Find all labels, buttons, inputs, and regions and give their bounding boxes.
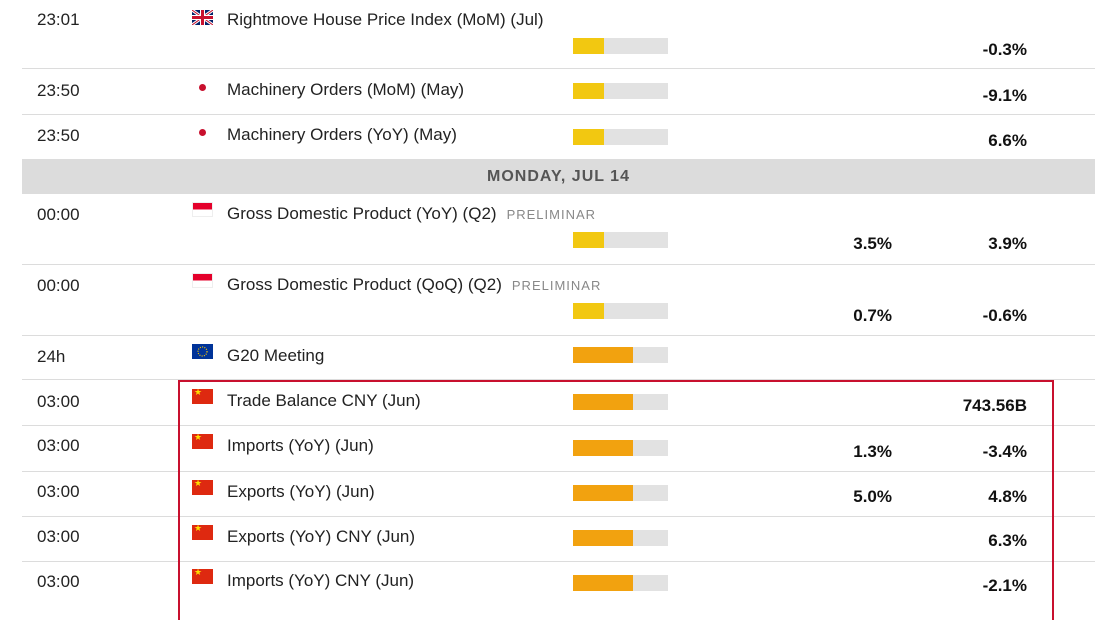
- impact-bar: [573, 232, 668, 248]
- event-row[interactable]: 23:50 Machinery Orders (YoY) (May) 6.6%: [22, 115, 1095, 160]
- date-section-header: MONDAY, JUL 14: [22, 160, 1095, 194]
- preliminary-tag: PRELIMINAR: [506, 207, 597, 222]
- event-row[interactable]: 00:00 Gross Domestic Product (YoY) (Q2) P…: [22, 194, 1095, 265]
- event-name[interactable]: Exports (YoY) CNY (Jun): [227, 527, 416, 546]
- event-time: 00:00: [37, 276, 80, 295]
- impact-bar: [573, 38, 668, 54]
- event-name[interactable]: Gross Domestic Product (QoQ) (Q2) PRELIMI…: [227, 275, 601, 295]
- event-time: 03:00: [37, 527, 80, 546]
- event-time: 03:00: [37, 392, 80, 411]
- impact-bar: [573, 303, 668, 319]
- event-time: 03:00: [37, 436, 80, 455]
- event-row[interactable]: 03:00 Exports (YoY) (Jun) 5.0% 4.8%: [22, 472, 1095, 517]
- event-time: 23:50: [37, 81, 80, 100]
- impact-bar: [573, 394, 668, 410]
- preliminary-tag: PRELIMINAR: [511, 278, 602, 293]
- previous-value: -0.6%: [982, 306, 1027, 325]
- impact-fill: [573, 530, 633, 546]
- impact-fill: [573, 575, 633, 591]
- event-name-text: Gross Domestic Product (YoY) (Q2): [227, 204, 497, 223]
- impact-fill: [573, 394, 633, 410]
- event-name[interactable]: Gross Domestic Product (YoY) (Q2) PRELIMI…: [227, 204, 596, 224]
- event-row[interactable]: 00:00 Gross Domestic Product (QoQ) (Q2) P…: [22, 265, 1095, 336]
- flag-cn-icon: [192, 569, 213, 584]
- forecast-value: 5.0%: [853, 487, 892, 506]
- impact-fill: [573, 232, 604, 248]
- flag-gb-icon: [192, 10, 213, 25]
- event-name[interactable]: Machinery Orders (MoM) (May): [227, 80, 465, 99]
- event-time: 03:00: [37, 482, 80, 501]
- forecast-value: 3.5%: [853, 234, 892, 253]
- event-time: 03:00: [37, 572, 80, 591]
- flag-sg-icon: [192, 273, 213, 288]
- event-name[interactable]: Exports (YoY) (Jun): [227, 482, 375, 501]
- impact-bar: [573, 129, 668, 145]
- forecast-value: 0.7%: [853, 306, 892, 325]
- flag-cn-icon: [192, 434, 213, 449]
- impact-bar: [573, 485, 668, 501]
- previous-value: -0.3%: [982, 40, 1027, 59]
- flag-eu-icon: [192, 344, 213, 359]
- flag-jp-icon: [192, 125, 213, 140]
- event-name[interactable]: Trade Balance CNY (Jun): [227, 391, 421, 410]
- previous-value: 4.8%: [988, 487, 1027, 506]
- event-row[interactable]: 03:00 Exports (YoY) CNY (Jun) 6.3%: [22, 517, 1095, 562]
- impact-bar: [573, 440, 668, 456]
- previous-value: 743.56B: [962, 396, 1027, 415]
- impact-bar: [573, 530, 668, 546]
- impact-fill: [573, 38, 604, 54]
- event-name[interactable]: Rightmove House Price Index (MoM) (Jul): [227, 10, 544, 29]
- flag-sg-icon: [192, 202, 213, 217]
- previous-value: 3.9%: [988, 234, 1027, 253]
- impact-bar: [573, 83, 668, 99]
- previous-value: 6.3%: [988, 531, 1027, 550]
- event-row[interactable]: 03:00 Imports (YoY) CNY (Jun) -2.1%: [22, 562, 1095, 600]
- event-row[interactable]: 03:00 Trade Balance CNY (Jun) 743.56B: [22, 380, 1095, 426]
- impact-fill: [573, 83, 604, 99]
- previous-value: -3.4%: [982, 442, 1027, 461]
- impact-bar: [573, 575, 668, 591]
- event-name[interactable]: G20 Meeting: [227, 346, 325, 365]
- previous-value: -9.1%: [982, 86, 1027, 105]
- event-row[interactable]: 23:50 Machinery Orders (MoM) (May) -9.1%: [22, 69, 1095, 115]
- impact-fill: [573, 129, 604, 145]
- flag-cn-icon: [192, 389, 213, 404]
- event-name-text: Gross Domestic Product (QoQ) (Q2): [227, 275, 502, 294]
- event-row[interactable]: 03:00 Imports (YoY) (Jun) 1.3% -3.4%: [22, 426, 1095, 472]
- impact-fill: [573, 485, 633, 501]
- event-row[interactable]: 23:01 Rightmove House Price Index (MoM) …: [22, 0, 1095, 69]
- event-name[interactable]: Machinery Orders (YoY) (May): [227, 125, 457, 144]
- event-time: 00:00: [37, 205, 80, 224]
- impact-fill: [573, 347, 633, 363]
- flag-jp-icon: [192, 80, 213, 95]
- previous-value: 6.6%: [988, 131, 1027, 150]
- event-name[interactable]: Imports (YoY) (Jun): [227, 436, 374, 455]
- flag-cn-icon: [192, 480, 213, 495]
- impact-bar: [573, 347, 668, 363]
- flag-cn-icon: [192, 525, 213, 540]
- previous-value: -2.1%: [982, 576, 1027, 595]
- forecast-value: 1.3%: [853, 442, 892, 461]
- event-row[interactable]: 24h G20 Meeting: [22, 336, 1095, 380]
- event-time: 24h: [37, 347, 66, 366]
- event-time: 23:50: [37, 126, 80, 145]
- impact-fill: [573, 303, 604, 319]
- impact-fill: [573, 440, 633, 456]
- event-time: 23:01: [37, 10, 80, 29]
- event-name[interactable]: Imports (YoY) CNY (Jun): [227, 571, 415, 590]
